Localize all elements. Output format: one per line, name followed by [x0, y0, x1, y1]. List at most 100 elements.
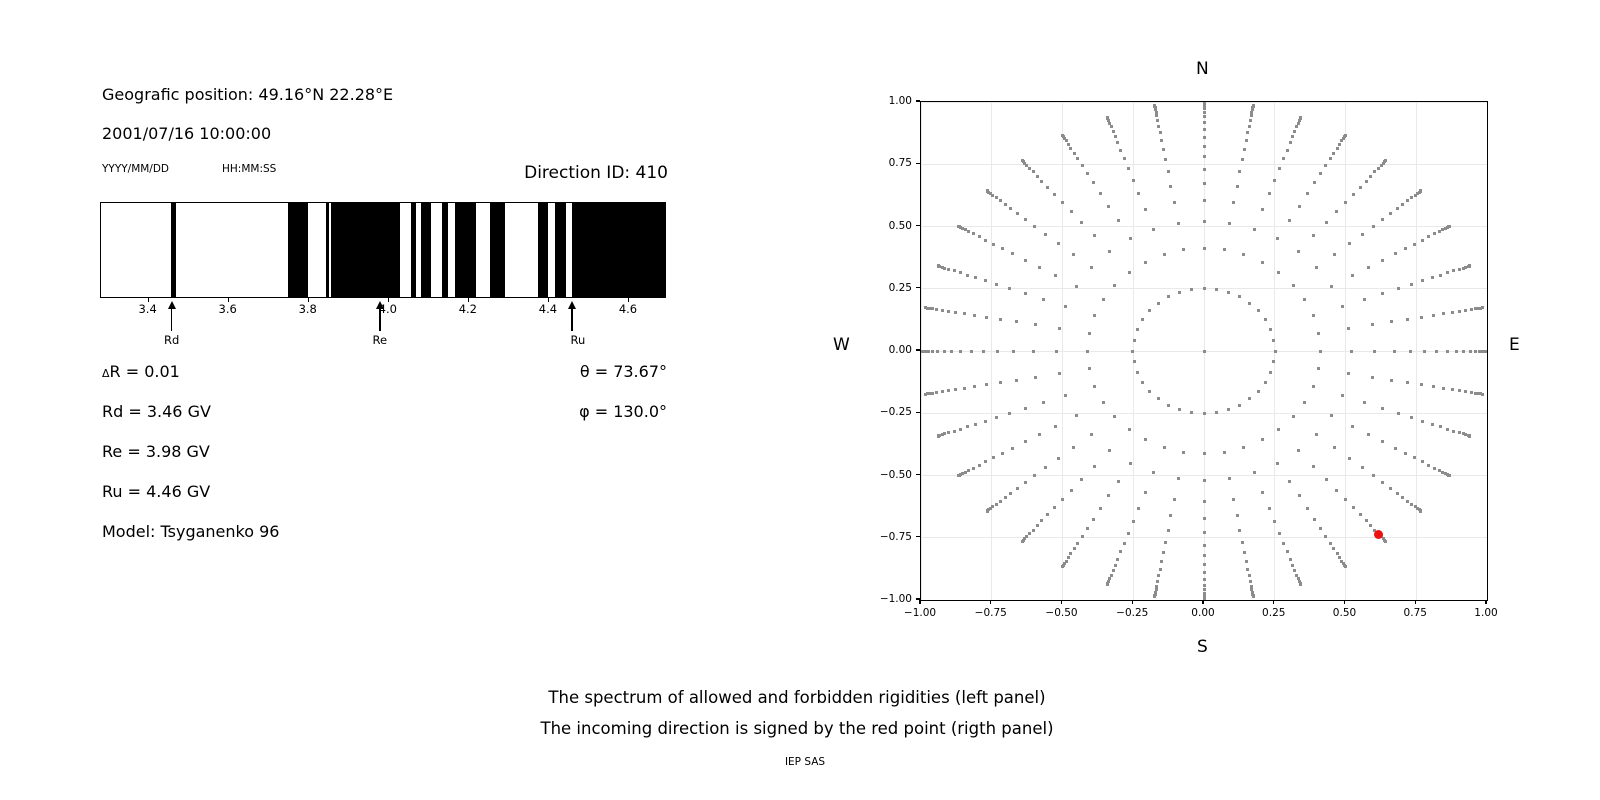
direction-dot: [1260, 438, 1264, 442]
direction-dot: [1363, 298, 1367, 302]
direction-dot: [1405, 381, 1409, 385]
direction-dot: [973, 313, 977, 317]
direction-dot: [1282, 157, 1286, 161]
direction-dot: [1396, 287, 1400, 291]
direction-dot: [1419, 509, 1423, 513]
direction-dot: [1131, 178, 1135, 182]
direction-dot: [1023, 292, 1027, 296]
direction-dot: [1441, 228, 1445, 232]
direction-dot: [1473, 307, 1477, 311]
direction-dot: [1166, 403, 1170, 407]
direction-dot: [1458, 309, 1462, 313]
y-axis-tick: [916, 349, 920, 351]
compass-label-north: N: [1196, 59, 1209, 79]
forbidden-band: [455, 203, 477, 297]
direction-dot: [1228, 477, 1232, 480]
direction-dot: [1312, 314, 1316, 318]
direction-dot: [1317, 367, 1321, 371]
direction-dot: [1040, 519, 1044, 523]
direction-dot: [1148, 309, 1152, 313]
rigidity-spectrum-plot: [100, 202, 666, 298]
direction-dot: [1066, 142, 1070, 146]
direction-dot: [1380, 217, 1384, 221]
direction-dot: [1001, 451, 1005, 455]
direction-dot: [1069, 552, 1073, 556]
direction-dot: [1419, 315, 1423, 319]
y-axis-tick: [916, 287, 920, 289]
direction-dot: [1285, 148, 1289, 152]
direction-dot: [1291, 415, 1295, 419]
direction-dot: [1107, 494, 1111, 498]
direction-dot: [1264, 380, 1268, 384]
direction-dot: [1202, 531, 1206, 535]
direction-dot: [935, 390, 939, 394]
direction-dot: [1092, 181, 1096, 185]
direction-dot: [1388, 486, 1392, 490]
direction-dot: [1432, 232, 1436, 236]
direction-dot: [1116, 557, 1120, 561]
direction-dot: [1144, 260, 1148, 264]
delta-r-text: ΔR = 0.01: [102, 362, 180, 381]
direction-dot: [1020, 158, 1024, 162]
direction-dot: [1033, 224, 1037, 228]
time-format-label: HH:MM:SS: [222, 163, 277, 175]
direction-dot: [1202, 104, 1206, 108]
direction-dot: [1468, 349, 1472, 353]
direction-dot: [1169, 514, 1173, 518]
direction-dot: [1295, 573, 1299, 577]
forbidden-band: [537, 203, 549, 297]
direction-dot: [965, 425, 969, 429]
direction-dot: [1127, 270, 1131, 274]
y-axis-tick: [916, 162, 920, 164]
direction-dot: [963, 228, 967, 232]
direction-dot: [1028, 532, 1032, 536]
direction-dot: [1317, 331, 1321, 335]
direction-dot: [1371, 474, 1375, 478]
direction-dot: [1069, 210, 1073, 214]
direction-dot: [1153, 104, 1157, 108]
direction-dot: [1352, 506, 1356, 510]
direction-dot: [936, 349, 940, 353]
direction-dot: [1075, 284, 1079, 288]
direction-dot: [1092, 384, 1096, 388]
direction-dot: [1413, 505, 1417, 509]
direction-dot: [988, 191, 992, 195]
x-axis-tick: [1060, 600, 1063, 604]
direction-dot: [1080, 221, 1084, 225]
direction-dot: [1413, 242, 1417, 246]
direction-dot: [1381, 292, 1385, 296]
direction-dot: [1277, 166, 1281, 170]
direction-dot: [985, 509, 989, 513]
direction-dot: [1291, 134, 1295, 138]
y-axis-tick: [916, 100, 920, 102]
direction-dot: [1202, 452, 1206, 456]
direction-dot: [1057, 371, 1061, 375]
direction-dot: [1324, 477, 1328, 481]
direction-dot: [1015, 378, 1019, 382]
direction-dot: [1250, 588, 1254, 592]
direction-dot: [1439, 273, 1443, 277]
direction-dot: [963, 312, 967, 316]
direction-dot: [1035, 174, 1039, 178]
direction-dot: [1061, 133, 1064, 137]
direction-dot: [1363, 400, 1367, 404]
delta-symbol: Δ: [102, 367, 110, 380]
direction-dot: [1076, 541, 1080, 545]
direction-dot: [1086, 172, 1090, 176]
direction-dot: [1089, 266, 1093, 270]
direction-dot: [943, 432, 947, 436]
direction-dot: [940, 308, 944, 312]
direction-dot: [957, 474, 961, 477]
direction-dot: [1413, 193, 1417, 197]
direction-dot: [1023, 406, 1027, 410]
direction-dot: [998, 199, 1002, 203]
direction-dot: [1238, 528, 1242, 532]
direction-dot: [1240, 540, 1244, 544]
direction-dot: [1276, 237, 1280, 241]
direction-dot: [1155, 114, 1159, 118]
direction-dot: [1389, 378, 1393, 382]
direction-dot: [1381, 406, 1385, 410]
direction-dot: [1406, 199, 1410, 203]
direction-dot: [1450, 388, 1454, 392]
direction-dot: [1166, 528, 1170, 532]
